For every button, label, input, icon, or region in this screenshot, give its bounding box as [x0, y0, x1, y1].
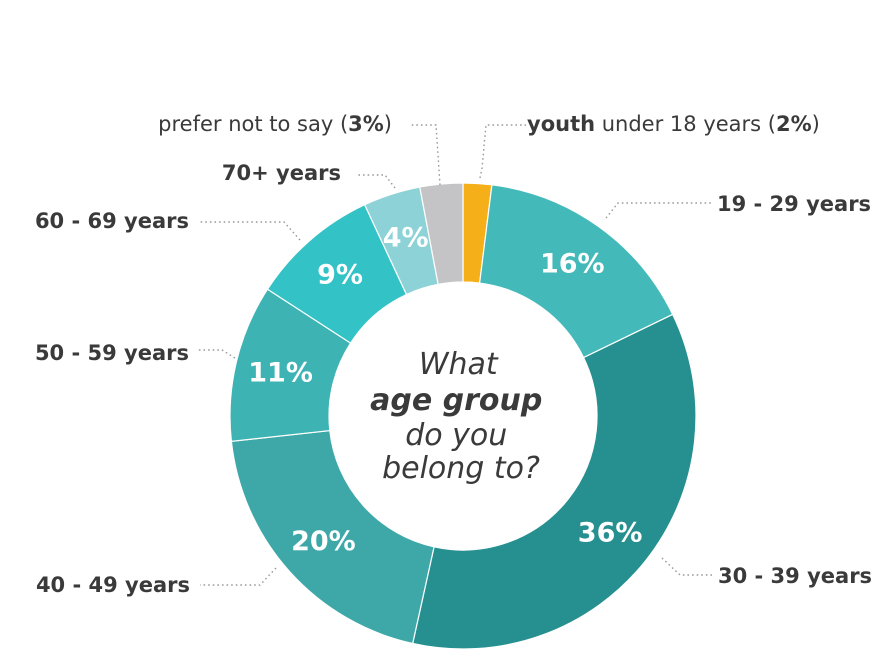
leader-line-70-years: [358, 174, 396, 189]
category-label-prefer-not-to-say: prefer not to say (3%): [158, 112, 392, 136]
center-line-4: belong to?: [382, 451, 540, 486]
slice-percent-19-29-years: 16%: [540, 249, 605, 280]
slice-percent-30-39-years: 36%: [578, 517, 643, 548]
category-label-50-59-years: 50 - 59 years: [35, 341, 189, 365]
leader-line-30-39-years: [661, 557, 714, 576]
slice-percent-labels: 16% 36% 20% 11% 9% 4%: [248, 222, 642, 557]
leader-lines: [198, 124, 714, 586]
leader-line-50-59-years: [198, 349, 236, 359]
slice-percent-50-59-years: 11%: [248, 358, 313, 389]
slice-percent-70-years: 4%: [383, 222, 429, 253]
leader-line-19-29-years: [605, 202, 712, 219]
category-label-60-69-years: 60 - 69 years: [35, 209, 189, 233]
center-line-2: age group: [370, 383, 542, 418]
category-label-70-years: 70+ years: [222, 161, 341, 185]
category-label-40-49-years: 40 - 49 years: [36, 573, 190, 597]
slice-19-29-years: [478, 184, 674, 359]
category-label-youth: youth under 18 years (2%): [527, 112, 820, 136]
slice-40-49-years: [230, 429, 435, 645]
slice-percent-40-49-years: 20%: [291, 526, 356, 557]
leader-line-youth: [479, 124, 526, 179]
center-line-3: do you: [405, 418, 507, 453]
slice-prefer-not-to-say: [419, 182, 464, 286]
leader-line-40-49-years: [200, 567, 277, 586]
center-question: What age group do you belong to?: [370, 347, 552, 486]
category-label-19-29-years: 19 - 29 years: [717, 192, 871, 216]
category-label-30-39-years: 30 - 39 years: [718, 564, 872, 588]
leader-line-prefer-not-to-say: [410, 124, 441, 186]
donut-slices: [229, 182, 697, 649]
leader-line-60-69-years: [200, 221, 301, 241]
category-labels: youth under 18 years (2%) 19 - 29 years 30…: [35, 112, 872, 597]
slice-percent-60-69-years: 9%: [317, 259, 363, 290]
center-line-1: What: [419, 347, 499, 382]
